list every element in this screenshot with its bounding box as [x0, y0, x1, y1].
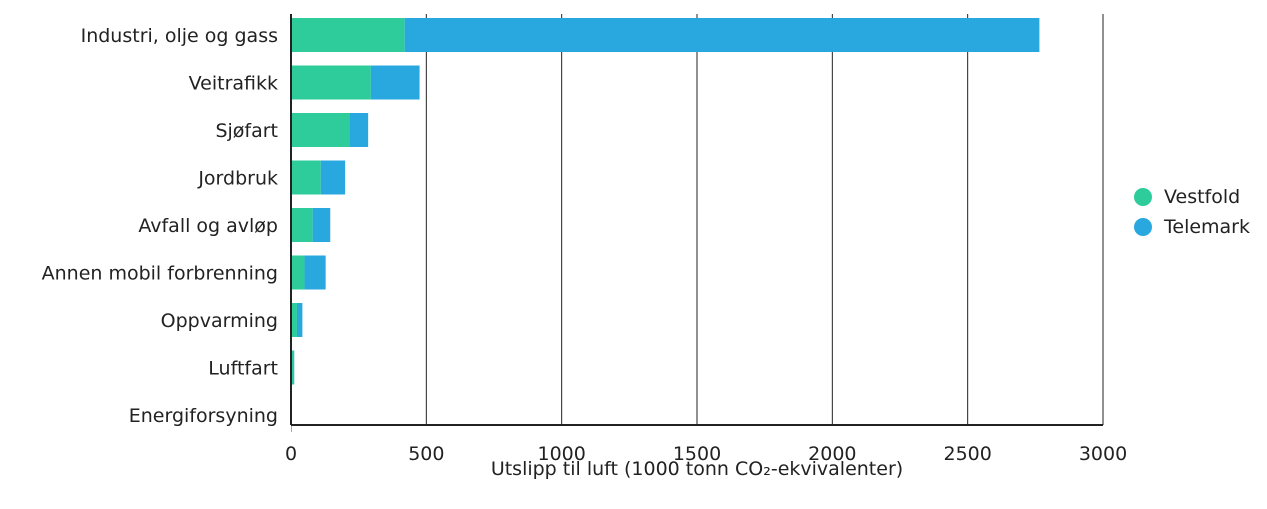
x-tick-label-2500: 2500	[943, 443, 991, 465]
bar-telemark-veitrafikk	[371, 66, 420, 100]
category-label-sj-fart: Sjøfart	[215, 120, 278, 142]
category-label-industri-olje-og-gass: Industri, olje og gass	[81, 25, 278, 47]
category-label-veitrafikk: Veitrafikk	[189, 73, 278, 95]
legend-item-telemark: Telemark	[1134, 212, 1250, 242]
bar-telemark-sj-fart	[349, 113, 368, 147]
category-label-luftfart: Luftfart	[208, 358, 278, 380]
bar-telemark-avfall-og-avl-p	[313, 208, 331, 242]
bars	[291, 18, 1039, 432]
category-label-avfall-og-avl-p: Avfall og avløp	[138, 215, 278, 237]
legend-swatch-telemark	[1134, 218, 1152, 236]
x-tick-label-500: 500	[408, 443, 444, 465]
legend-item-vestfold: Vestfold	[1134, 182, 1250, 212]
bar-vestfold-industri-olje-og-gass	[291, 18, 405, 52]
bar-vestfold-veitrafikk	[291, 66, 371, 100]
bar-telemark-oppvarming	[297, 303, 302, 337]
category-label-oppvarming: Oppvarming	[161, 310, 278, 332]
category-label-annen-mobil-forbrenning: Annen mobil forbrenning	[42, 263, 278, 285]
bar-telemark-annen-mobil-forbrenning	[305, 256, 326, 290]
bar-vestfold-jordbruk	[291, 161, 321, 195]
bar-telemark-industri-olje-og-gass	[405, 18, 1040, 52]
legend: Vestfold Telemark	[1134, 182, 1250, 242]
category-label-jordbruk: Jordbruk	[197, 168, 278, 190]
bar-vestfold-sj-fart	[291, 113, 349, 147]
gridlines	[426, 14, 1103, 425]
x-tick-label-0: 0	[285, 443, 297, 465]
bar-vestfold-annen-mobil-forbrenning	[291, 256, 305, 290]
bar-telemark-jordbruk	[321, 161, 345, 195]
x-axis-title: Utslipp til luft (1000 tonn CO₂-ekvivale…	[491, 458, 903, 480]
labels: Industri, olje og gass Veitrafikk Sjøfart J…	[42, 25, 1128, 465]
legend-swatch-vestfold	[1134, 188, 1152, 206]
x-tick-label-3000: 3000	[1079, 443, 1127, 465]
bar-telemark-luftfart	[293, 351, 294, 385]
legend-label-vestfold: Vestfold	[1164, 186, 1240, 208]
legend-label-telemark: Telemark	[1164, 216, 1250, 238]
category-label-energiforsyning: Energiforsyning	[129, 405, 278, 427]
bar-vestfold-avfall-og-avl-p	[291, 208, 313, 242]
